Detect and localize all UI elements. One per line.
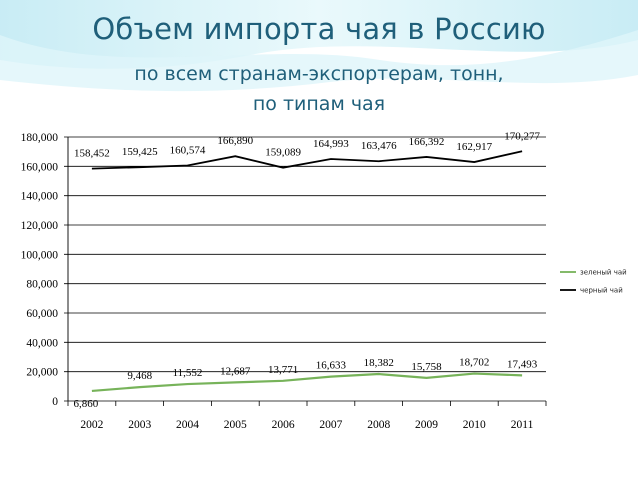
data-label: 170,277	[504, 130, 540, 142]
data-label: 15,758	[411, 361, 442, 373]
x-tick-label: 2005	[224, 419, 247, 431]
data-label: 160,574	[170, 144, 206, 156]
y-tick-label: 0	[52, 396, 58, 408]
y-tick-label: 180,000	[21, 132, 59, 144]
y-tick-label: 80,000	[26, 279, 58, 291]
y-tick-label: 120,000	[21, 220, 59, 232]
series-line-green	[91, 372, 523, 393]
data-label: 6,860	[74, 398, 99, 410]
y-tick-label: 160,000	[21, 161, 59, 173]
data-label: 164,993	[313, 138, 349, 150]
series-lines	[91, 150, 523, 393]
data-label: 163,476	[361, 140, 397, 152]
data-label: 159,425	[122, 146, 158, 158]
x-tick-label: 2004	[176, 419, 199, 431]
data-label: 159,089	[265, 147, 301, 159]
data-label: 18,382	[364, 357, 394, 369]
data-label: 166,392	[409, 136, 445, 148]
data-label: 12,687	[220, 365, 251, 377]
x-tick-label: 2002	[80, 419, 103, 431]
data-label: 158,452	[74, 148, 110, 160]
slide-title: Объем импорта чая в Россию	[92, 12, 546, 46]
legend-label: зеленый чай	[580, 269, 627, 277]
grid-lines	[64, 136, 546, 402]
x-tick-label: 2010	[463, 419, 486, 431]
data-label: 11,552	[173, 367, 203, 379]
y-tick-label: 40,000	[26, 337, 58, 349]
x-tick-label: 2011	[511, 419, 534, 431]
data-labels: 6,860 9,468 11,552 12,687 13,771 16,633 18,382…	[74, 130, 541, 410]
x-tick-label: 2007	[319, 419, 342, 431]
data-label: 162,917	[456, 141, 492, 153]
legend-label: черный чай	[580, 287, 623, 295]
data-label: 9,468	[127, 370, 152, 382]
data-label: 18,702	[459, 357, 489, 369]
slide-subtitle-line1: по всем странам-экспортерам, тонн,	[134, 63, 504, 85]
x-tick-label: 2003	[128, 419, 151, 431]
data-label: 166,890	[217, 135, 253, 147]
x-tick-label: 2006	[272, 419, 295, 431]
y-tick-label: 60,000	[26, 308, 58, 320]
data-label: 16,633	[316, 360, 347, 372]
series-line-black	[91, 150, 523, 170]
data-label: 13,771	[268, 364, 298, 376]
y-tick-label: 100,000	[21, 249, 59, 261]
legend: зеленый чай черный чай	[560, 269, 627, 295]
x-tick-label: 2008	[367, 419, 390, 431]
x-tick-label: 2009	[415, 419, 438, 431]
data-label: 17,493	[507, 358, 538, 370]
slide-subtitle-line2: по типам чая	[252, 93, 386, 115]
axes: 0 20,000 40,000 60,000 80,000 100,000 120,000 1…	[21, 132, 547, 431]
y-tick-label: 140,000	[21, 191, 59, 203]
y-tick-label: 20,000	[26, 367, 58, 379]
